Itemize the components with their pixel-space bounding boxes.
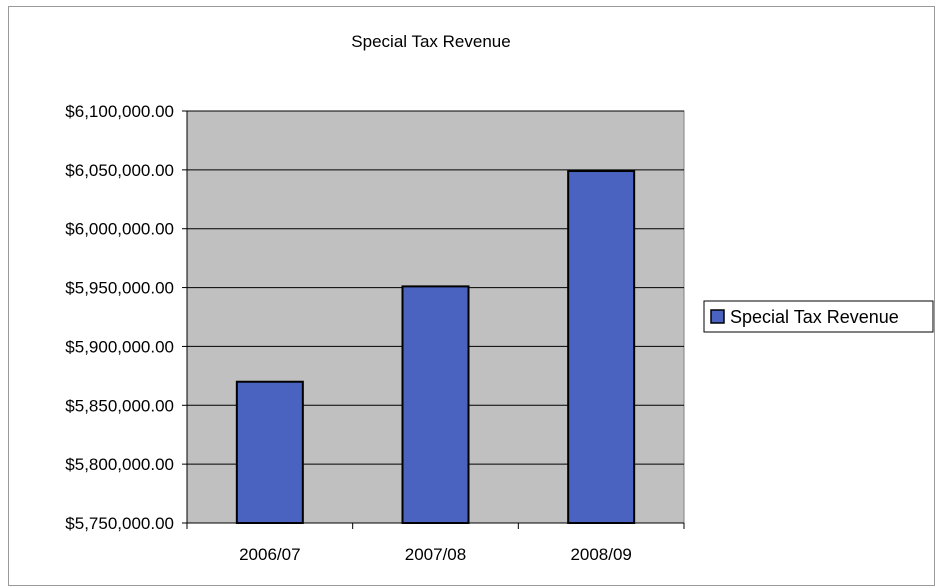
x-tick-label: 2007/08 [405, 545, 466, 564]
x-tick-label: 2006/07 [239, 545, 300, 564]
legend: Special Tax Revenue [703, 300, 934, 333]
y-axis: $5,750,000.00 $5,800,000.00 $5,850,000.00 $… [65, 102, 188, 533]
chart-title: Special Tax Revenue [351, 32, 510, 51]
bars [235, 170, 636, 525]
bar-2008-09 [567, 170, 636, 525]
bar-2006-07 [235, 380, 304, 524]
x-axis: 2006/07 2007/08 2008/09 [186, 522, 685, 564]
y-tick-label: $5,900,000.00 [65, 337, 174, 356]
legend-swatch [710, 309, 725, 324]
y-tick-label: $5,850,000.00 [65, 396, 174, 415]
legend-box [703, 300, 934, 333]
legend-label: Special Tax Revenue [730, 307, 899, 327]
y-tick-label: $6,100,000.00 [65, 102, 174, 121]
y-tick-label: $6,000,000.00 [65, 220, 174, 239]
y-tick-label: $5,950,000.00 [65, 279, 174, 298]
y-tick-label: $5,750,000.00 [65, 514, 174, 533]
y-tick-label: $6,050,000.00 [65, 161, 174, 180]
bar-2007-08 [401, 285, 470, 524]
y-tick-label: $5,800,000.00 [65, 455, 174, 474]
x-tick-label: 2008/09 [570, 545, 631, 564]
